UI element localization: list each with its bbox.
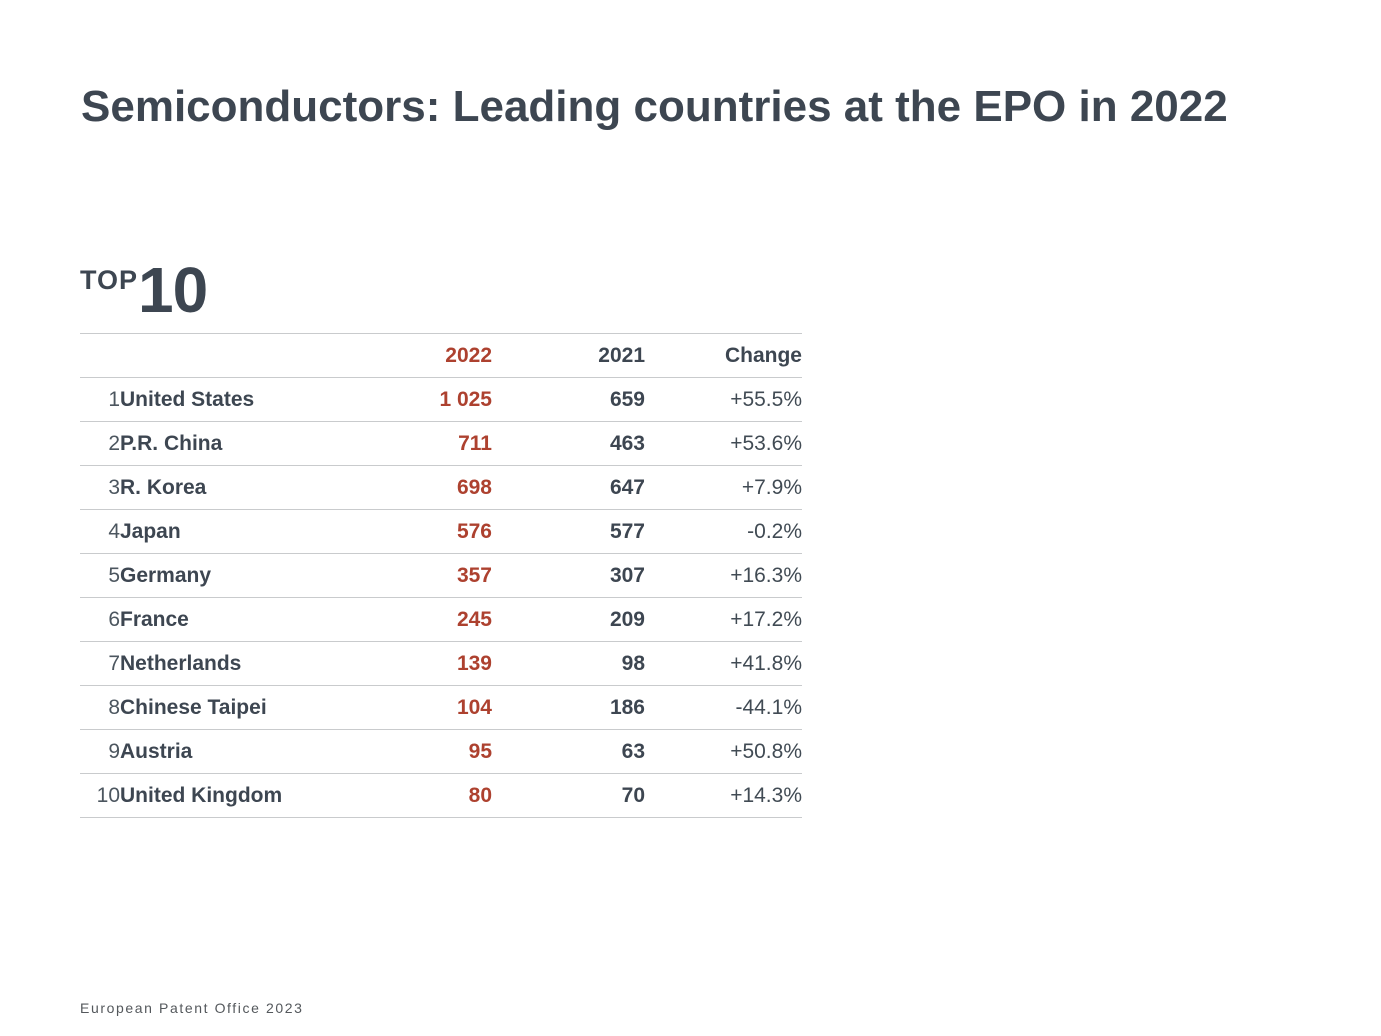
country-cell: Japan — [120, 519, 181, 543]
change-cell: +41.8% — [730, 651, 802, 675]
change-cell: +50.8% — [730, 739, 802, 763]
rank-cell: 4 — [108, 519, 120, 543]
change-cell: -0.2% — [747, 519, 802, 543]
ranking-table: 2022 2021 Change 1 United States 1 025 6… — [80, 333, 802, 818]
value-2021-cell: 647 — [609, 475, 645, 499]
change-cell: +14.3% — [730, 783, 802, 807]
value-2021-cell: 577 — [609, 519, 645, 543]
rank-cell: 1 — [108, 387, 120, 411]
value-2021-cell: 463 — [609, 431, 645, 455]
column-header-change: Change — [724, 343, 802, 367]
change-cell: +7.9% — [741, 475, 802, 499]
value-2021-cell: 659 — [609, 387, 645, 411]
value-2022-cell: 357 — [456, 563, 492, 587]
value-2021-cell: 186 — [609, 695, 645, 719]
value-2021-cell: 307 — [609, 563, 645, 587]
table-row: 7 Netherlands 139 98 +41.8% — [80, 642, 802, 686]
table-row: 5 Germany 357 307 +16.3% — [80, 554, 802, 598]
rank-cell: 5 — [108, 563, 120, 587]
column-header-2021: 2021 — [598, 343, 645, 367]
country-cell: Chinese Taipei — [120, 695, 267, 719]
table-body: 1 United States 1 025 659 +55.5% 2 P.R. … — [80, 378, 802, 818]
change-cell: -44.1% — [735, 695, 802, 719]
table-row: 10 United Kingdom 80 70 +14.3% — [80, 774, 802, 818]
value-2021-cell: 63 — [621, 739, 645, 763]
change-cell: +55.5% — [730, 387, 802, 411]
change-cell: +53.6% — [730, 431, 802, 455]
value-2022-cell: 698 — [456, 475, 492, 499]
top-badge-number: 10 — [138, 254, 208, 326]
value-2021-cell: 98 — [621, 651, 645, 675]
value-2022-cell: 245 — [456, 607, 492, 631]
country-cell: United States — [120, 387, 255, 411]
table-row: 2 P.R. China 711 463 +53.6% — [80, 422, 802, 466]
rank-cell: 9 — [108, 739, 120, 763]
change-cell: +16.3% — [730, 563, 802, 587]
table-row: 1 United States 1 025 659 +55.5% — [80, 378, 802, 422]
value-2022-cell: 576 — [456, 519, 492, 543]
table-row: 6 France 245 209 +17.2% — [80, 598, 802, 642]
change-cell: +17.2% — [730, 607, 802, 631]
value-2022-cell: 80 — [468, 783, 492, 807]
header-country-spacer — [120, 334, 342, 378]
value-2021-cell: 209 — [609, 607, 645, 631]
column-header-2022: 2022 — [445, 343, 492, 367]
table-row: 8 Chinese Taipei 104 186 -44.1% — [80, 686, 802, 730]
rank-cell: 8 — [108, 695, 120, 719]
country-cell: Germany — [120, 563, 212, 587]
country-cell: United Kingdom — [120, 783, 283, 807]
table-row: 9 Austria 95 63 +50.8% — [80, 730, 802, 774]
value-2022-cell: 95 — [468, 739, 492, 763]
rank-cell: 6 — [108, 607, 120, 631]
table-header-row: 2022 2021 Change — [80, 333, 802, 378]
value-2021-cell: 70 — [621, 783, 645, 807]
country-cell: P.R. China — [120, 431, 223, 455]
footer-source: European Patent Office 2023 — [80, 1000, 304, 1016]
table-row: 3 R. Korea 698 647 +7.9% — [80, 466, 802, 510]
rank-cell: 3 — [108, 475, 120, 499]
table-row: 4 Japan 576 577 -0.2% — [80, 510, 802, 554]
header-rank-spacer — [80, 334, 120, 378]
rank-cell: 10 — [96, 783, 120, 807]
country-cell: Netherlands — [120, 651, 242, 675]
country-cell: France — [120, 607, 189, 631]
top-badge-prefix: TOP — [80, 265, 139, 295]
value-2022-cell: 104 — [456, 695, 492, 719]
value-2022-cell: 139 — [456, 651, 492, 675]
value-2022-cell: 711 — [458, 431, 492, 455]
value-2022-cell: 1 025 — [439, 387, 492, 411]
rank-cell: 2 — [108, 431, 120, 455]
page-title: Semiconductors: Leading countries at the… — [81, 82, 1228, 131]
top-badge: TOP 10 — [80, 254, 208, 326]
country-cell: R. Korea — [120, 475, 207, 499]
rank-cell: 7 — [108, 651, 120, 675]
country-cell: Austria — [120, 739, 193, 763]
